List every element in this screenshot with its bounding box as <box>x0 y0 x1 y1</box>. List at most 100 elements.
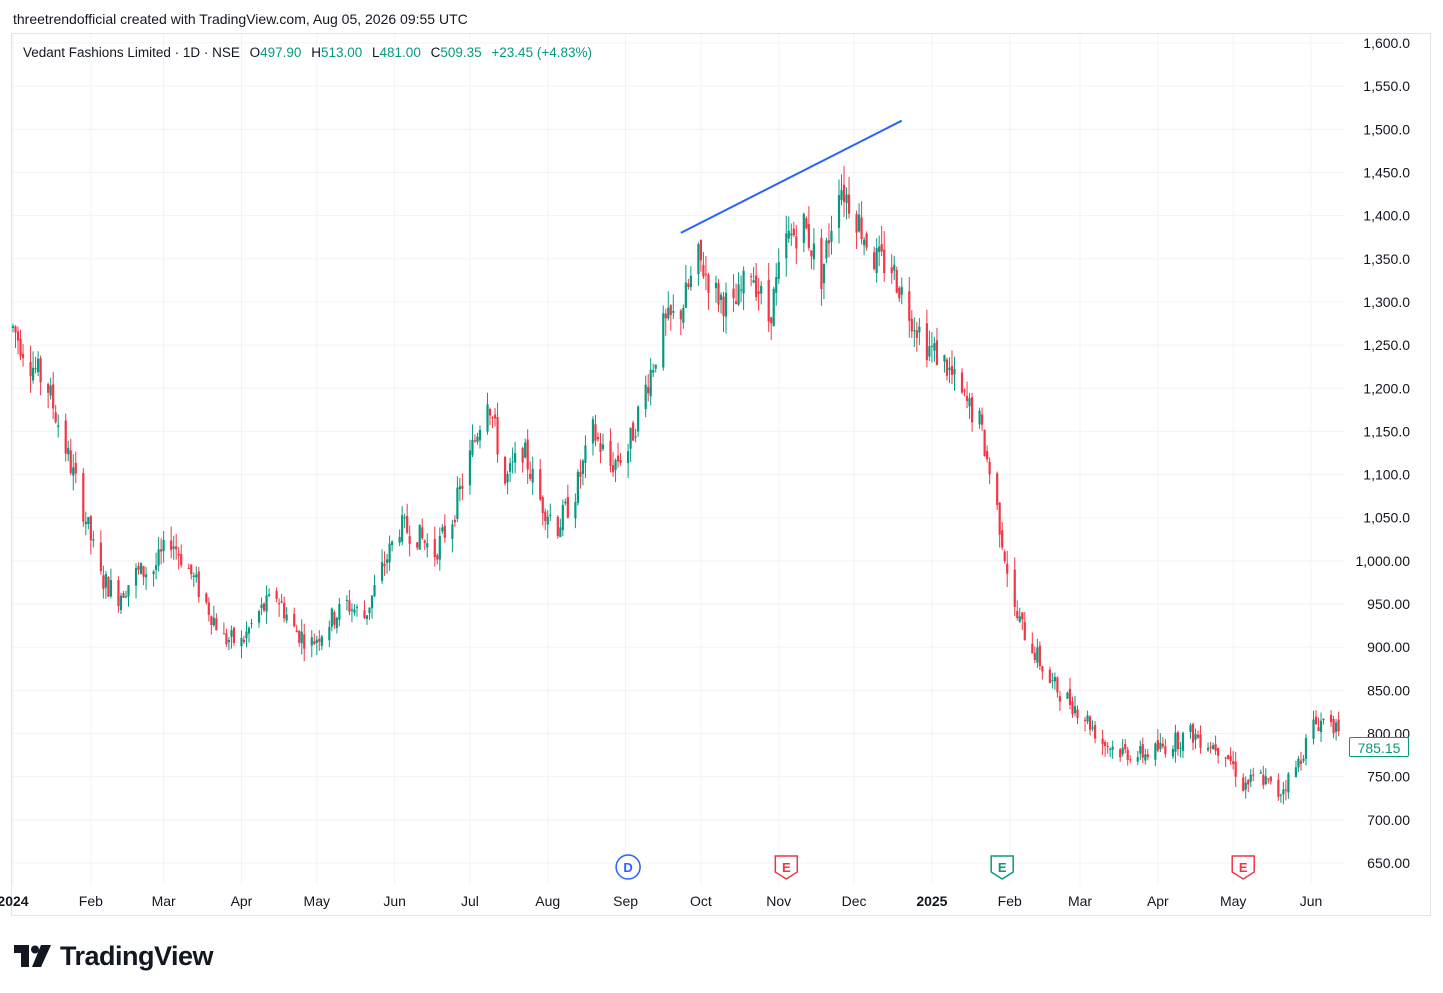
candle-body <box>423 540 426 544</box>
candle-body <box>707 274 710 293</box>
candle-body <box>579 471 582 477</box>
candle-body <box>898 287 901 299</box>
candle-body <box>983 429 986 457</box>
candle-body <box>965 396 969 402</box>
candle-body <box>320 636 323 646</box>
candle-body <box>338 604 341 620</box>
chart-legend: Vedant Fashions Limited · 1D · NSE O497.… <box>23 45 592 60</box>
candle-body <box>1252 774 1255 776</box>
candle-body <box>278 603 281 605</box>
candle-body <box>1051 680 1054 682</box>
tradingview-logo-icon <box>14 945 51 967</box>
event-marker-label: E <box>1239 860 1248 875</box>
candle-body <box>1314 716 1318 725</box>
candle-body <box>84 521 87 525</box>
candle-body <box>775 277 778 293</box>
candle-body <box>722 296 725 317</box>
candle-body <box>170 540 173 551</box>
candle-body <box>1287 773 1290 793</box>
candle-body <box>1234 761 1237 777</box>
candle-body <box>719 294 723 300</box>
candle-body <box>421 527 424 539</box>
candle-body <box>192 575 195 577</box>
y-tick-label: 1,250.0 <box>1363 337 1410 353</box>
candle-body <box>1076 709 1079 718</box>
candle-body <box>1159 742 1162 750</box>
candle-body <box>998 502 1001 535</box>
high-value: 513.00 <box>320 45 363 60</box>
candle-body <box>1058 696 1062 702</box>
candle-body <box>155 565 158 570</box>
candle-body <box>514 453 517 463</box>
candle-body <box>599 443 602 452</box>
candle-body <box>1161 743 1164 747</box>
candle-body <box>526 439 529 470</box>
candle-body <box>1164 746 1167 754</box>
candle-body <box>724 292 728 317</box>
candle-body <box>408 536 411 544</box>
y-tick-label: 1,400.0 <box>1363 208 1410 224</box>
candle-body <box>388 543 391 563</box>
candle-body <box>1056 677 1059 693</box>
earnings-marker <box>1231 855 1255 880</box>
candle-body <box>127 585 130 597</box>
candle-body <box>109 580 113 597</box>
x-tick-label: 2025 <box>916 893 947 909</box>
y-tick-label: 1,450.0 <box>1363 164 1410 180</box>
candle-body <box>629 427 632 449</box>
candle-body <box>315 639 318 643</box>
candle-body <box>757 291 760 294</box>
candle-body <box>662 313 665 368</box>
low-label: L <box>372 45 380 60</box>
y-tick-label: 1,600.0 <box>1363 35 1410 51</box>
candle-body <box>772 288 775 327</box>
candle-body <box>1156 740 1159 751</box>
candle-body <box>1126 749 1129 760</box>
candle-body <box>232 627 236 644</box>
candle-body <box>21 353 25 359</box>
candle-body <box>67 447 70 455</box>
candle-body <box>890 267 893 274</box>
candle-body <box>57 425 60 428</box>
candle-body <box>855 213 858 233</box>
candle-body <box>574 502 577 519</box>
candle-body <box>134 567 138 586</box>
candle-body <box>11 325 15 328</box>
candle-body <box>760 285 763 294</box>
candle-body <box>996 473 999 505</box>
candle-body <box>330 608 333 627</box>
candle-body <box>1068 688 1072 705</box>
candle-body <box>968 398 971 407</box>
candle-body <box>1206 747 1210 751</box>
candle-body <box>950 365 954 375</box>
x-tick-label: Oct <box>690 893 712 909</box>
candle-body <box>486 404 489 432</box>
y-axis: 1,600.0 1,550.0 1,500.0 1,450.0 1,400.0 1,350… <box>1356 35 1411 871</box>
candle-body <box>1284 789 1287 791</box>
candle-body <box>368 607 371 614</box>
candle-body <box>1181 732 1185 751</box>
candle-body <box>210 616 213 625</box>
candle-body <box>1031 643 1034 654</box>
candle-body <box>857 214 861 232</box>
brand-footer: TradingView <box>14 940 214 972</box>
candle-body <box>539 469 542 500</box>
y-tick-label: 1,150.0 <box>1363 423 1410 439</box>
candle-body <box>157 549 160 566</box>
candle-body <box>47 383 50 393</box>
earnings-marker <box>990 855 1014 880</box>
candle-body <box>1227 755 1230 760</box>
open-label: O <box>249 45 261 60</box>
candle-body <box>963 390 966 392</box>
x-tick-label: Jun <box>383 893 406 909</box>
candle-body <box>295 630 298 633</box>
candle-body <box>451 524 454 539</box>
candle-body <box>697 244 700 275</box>
candle-body <box>1139 746 1142 754</box>
candle-body <box>672 310 675 313</box>
candle-body <box>1277 779 1280 797</box>
candle-body <box>1174 732 1177 752</box>
candle-body <box>584 445 587 463</box>
candle-body <box>805 218 808 229</box>
